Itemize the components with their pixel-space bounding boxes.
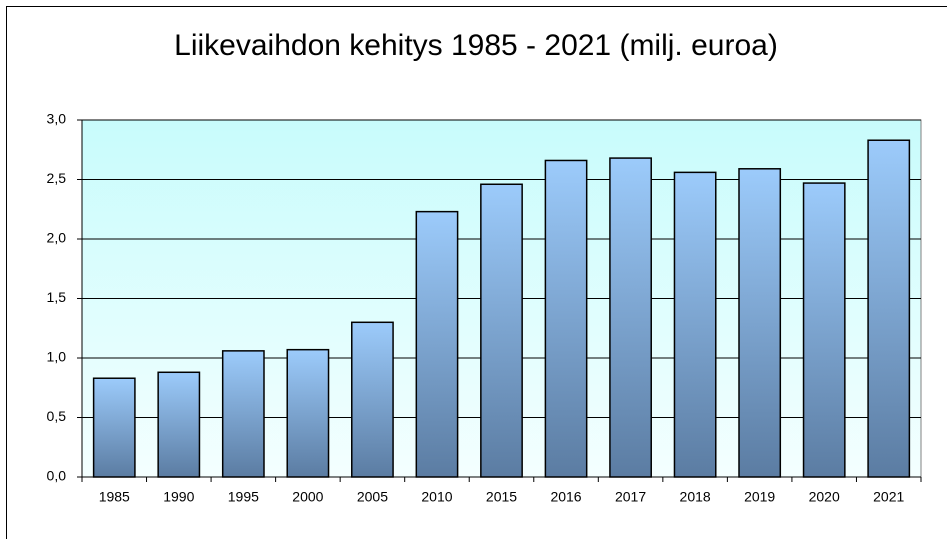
bar xyxy=(673,171,717,478)
bar xyxy=(480,183,523,478)
bar xyxy=(157,371,201,478)
y-tick-label: 2,5 xyxy=(47,170,67,186)
bar xyxy=(221,350,265,478)
y-tick-label: 3,0 xyxy=(47,111,67,127)
x-tick-label: 2000 xyxy=(292,489,323,505)
x-tick-label: 1990 xyxy=(163,489,194,505)
bar xyxy=(415,210,459,478)
bar xyxy=(92,377,136,478)
x-tick-label: 2020 xyxy=(809,489,840,505)
y-tick-label: 2,0 xyxy=(47,230,67,246)
bar xyxy=(609,157,652,478)
bar xyxy=(544,159,588,478)
x-tick-label: 1995 xyxy=(228,489,259,505)
x-tick-label: 2021 xyxy=(873,489,904,505)
x-tick-label: 1985 xyxy=(99,489,130,505)
x-tick-label: 2010 xyxy=(421,489,452,505)
x-tick-label: 2019 xyxy=(744,489,775,505)
x-tick-label: 2018 xyxy=(680,489,711,505)
bar xyxy=(867,139,911,478)
y-tick-label: 1,5 xyxy=(47,289,67,305)
y-tick-label: 0,5 xyxy=(47,408,67,424)
bar xyxy=(802,182,846,478)
x-tick-label: 2015 xyxy=(486,489,517,505)
x-tick-label: 2017 xyxy=(615,489,646,505)
bar xyxy=(286,348,330,478)
bar xyxy=(351,321,394,478)
chart-title: Liikevaihdon kehitys 1985 - 2021 (milj. … xyxy=(174,29,778,62)
y-tick-label: 1,0 xyxy=(47,349,67,365)
bar xyxy=(738,168,782,478)
x-tick-label: 2016 xyxy=(550,489,581,505)
x-tick-label: 2005 xyxy=(357,489,388,505)
y-tick-label: 0,0 xyxy=(47,468,67,484)
